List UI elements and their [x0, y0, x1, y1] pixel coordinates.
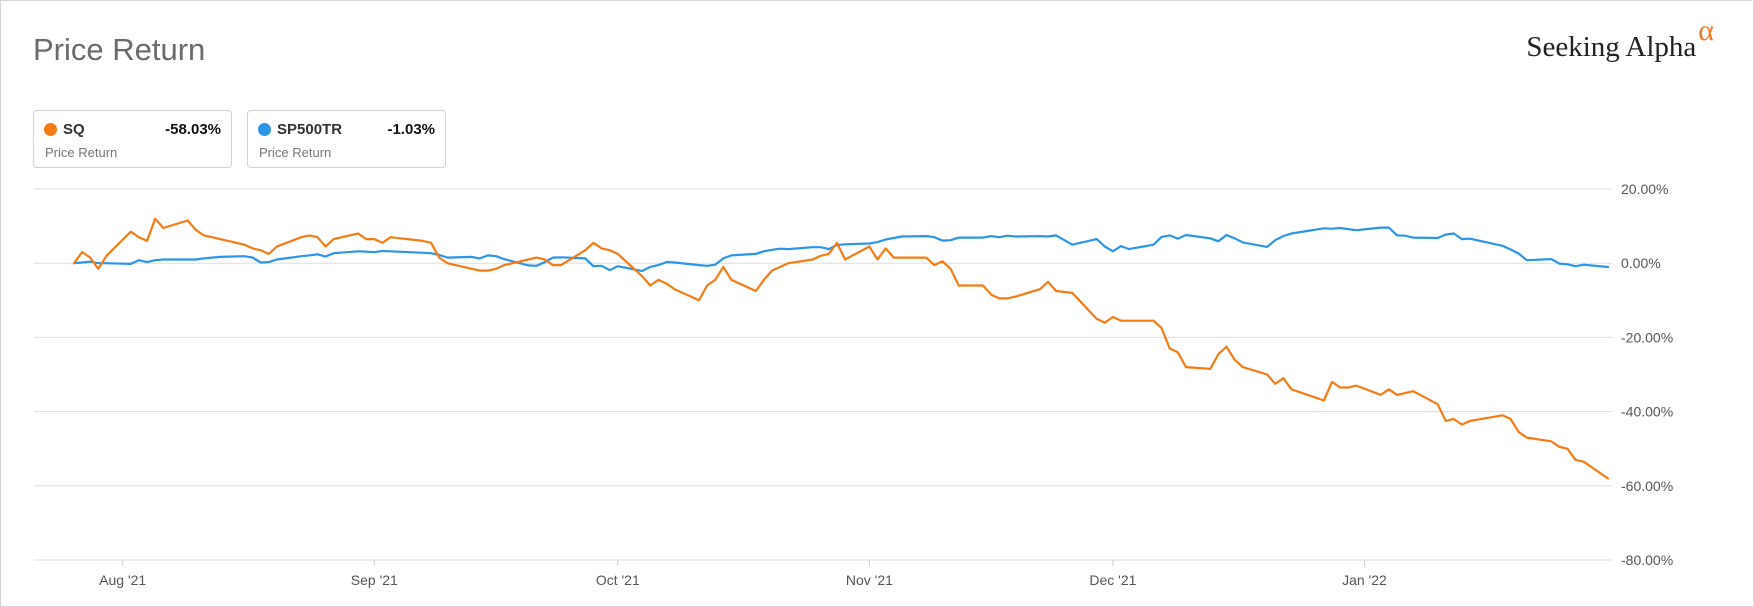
alpha-icon: α	[1698, 14, 1714, 47]
legend-symbol: SQ	[63, 121, 85, 138]
legend-value: -1.03%	[387, 121, 435, 138]
y-tick-label: -20.00%	[1621, 329, 1673, 345]
y-tick-label: -40.00%	[1621, 404, 1673, 420]
x-tick-label: Oct '21	[596, 572, 640, 588]
series-line-sp500tr	[72, 226, 1610, 273]
legend-label: Price Return	[259, 145, 332, 160]
x-tick-label: Dec '21	[1089, 572, 1136, 588]
y-tick-label: 0.00%	[1621, 255, 1661, 271]
legend-card-sq[interactable]: SQ -58.03% Price Return	[33, 110, 232, 168]
series-line-sq	[72, 217, 1610, 480]
sq-color-dot-icon	[44, 123, 57, 136]
y-tick-label: 20.00%	[1621, 181, 1668, 197]
x-tick-label: Nov '21	[846, 572, 893, 588]
legend-value: -58.03%	[165, 121, 221, 138]
x-tick-label: Sep '21	[351, 572, 398, 588]
seeking-alpha-logo[interactable]: Seeking Alphaα	[1526, 14, 1714, 64]
y-tick-label: -60.00%	[1621, 478, 1673, 494]
x-tick-label: Jan '22	[1342, 572, 1387, 588]
chart-title: Price Return	[33, 32, 206, 67]
legend-label: Price Return	[45, 145, 118, 160]
legend-symbol: SP500TR	[277, 121, 343, 138]
x-tick-label: Aug '21	[99, 572, 146, 588]
brand-name: Seeking Alpha	[1526, 31, 1697, 63]
legend-card-sp500tr[interactable]: SP500TR -1.03% Price Return	[247, 110, 446, 168]
y-tick-label: -80.00%	[1621, 552, 1673, 568]
sp500tr-color-dot-icon	[258, 123, 271, 136]
